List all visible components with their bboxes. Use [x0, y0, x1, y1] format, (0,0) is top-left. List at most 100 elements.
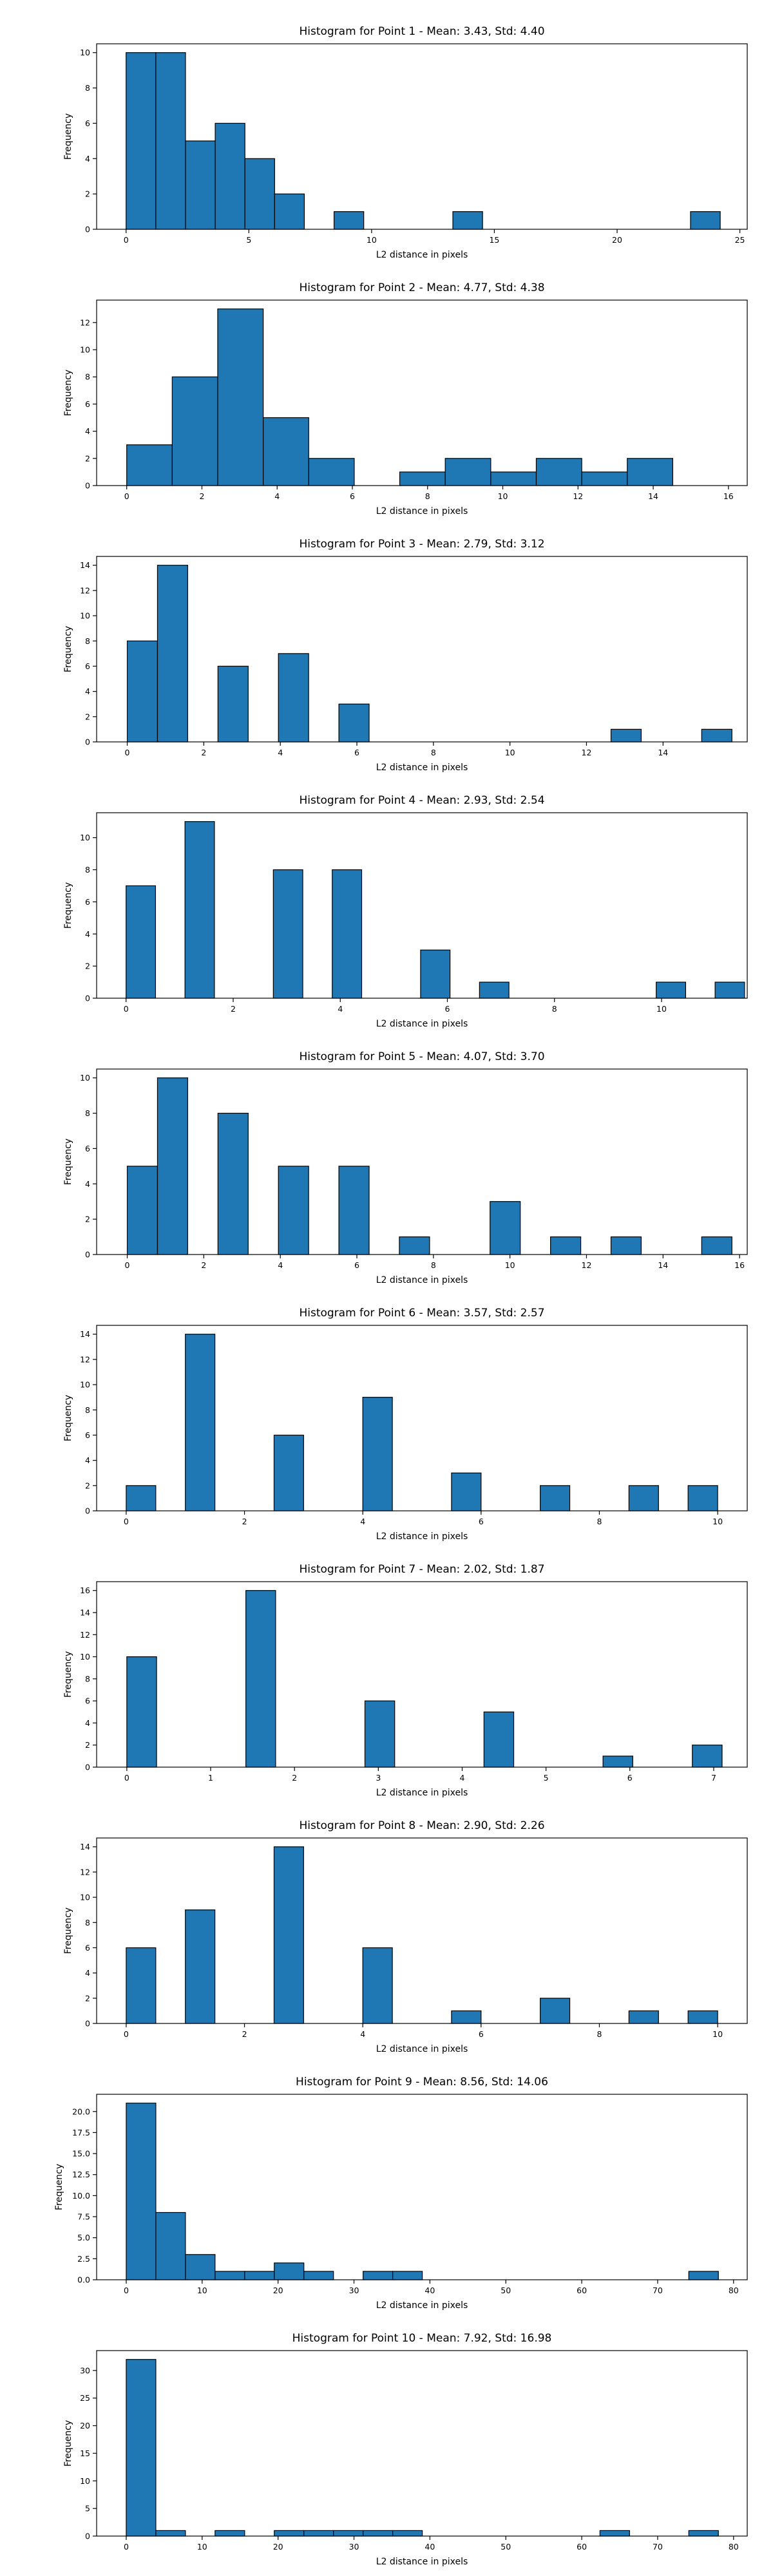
- y-tick-label: 25: [80, 2393, 90, 2403]
- x-tick-label: 12: [582, 1260, 592, 1270]
- histogram-bar: [263, 417, 309, 486]
- x-tick-label: 6: [354, 748, 359, 757]
- x-axis-label: L2 distance in pixels: [376, 1275, 468, 1285]
- histogram-bar: [364, 1700, 396, 1768]
- histogram-bar: [701, 1236, 732, 1255]
- y-tick-label: 8: [85, 372, 90, 382]
- x-tick-label: 20: [612, 235, 622, 245]
- y-tick-label: 0: [85, 737, 90, 747]
- x-tick-label: 0: [124, 1004, 129, 1014]
- x-tick-label: 4: [360, 1517, 365, 1526]
- x-tick-label: 70: [653, 2542, 663, 2552]
- chart-title: Histogram for Point 4 - Mean: 2.93, Std:…: [299, 794, 544, 807]
- y-tick-label: 20: [80, 2421, 90, 2430]
- histogram-bar: [185, 1909, 216, 2024]
- y-tick-label: 16: [80, 1586, 90, 1595]
- x-tick-label: 4: [278, 748, 283, 757]
- y-tick-label: 4: [85, 929, 90, 939]
- histogram-bar: [363, 2271, 394, 2280]
- plot-frame: [96, 1837, 748, 2024]
- x-tick-label: 12: [573, 491, 583, 501]
- y-tick-label: 17.5: [72, 2128, 90, 2137]
- y-axis-label: Frequency: [63, 1395, 73, 1441]
- histogram-panel: Histogram for Point 7 - Mean: 2.02, Std:…: [63, 1563, 748, 1798]
- y-tick-label: 6: [85, 1430, 90, 1440]
- x-tick-label: 0: [124, 1517, 129, 1526]
- histogram-bar: [490, 1201, 521, 1255]
- x-axis-label: L2 distance in pixels: [376, 506, 468, 516]
- x-tick-label: 3: [376, 1773, 381, 1783]
- x-tick-label: 10: [712, 1517, 723, 1526]
- chart-title: Histogram for Point 3 - Mean: 2.79, Std:…: [299, 538, 544, 551]
- plot-frame: [96, 2094, 748, 2280]
- x-tick-label: 10: [197, 2542, 207, 2552]
- histogram-bar: [599, 2530, 630, 2537]
- x-tick-label: 6: [354, 1260, 359, 1270]
- histogram-bar: [126, 2103, 157, 2280]
- y-tick-label: 7.5: [77, 2212, 90, 2222]
- y-tick-label: 5: [85, 2504, 90, 2514]
- y-tick-label: 0: [85, 2532, 90, 2541]
- y-tick-label: 8: [85, 636, 90, 646]
- x-tick-label: 8: [596, 2029, 602, 2039]
- histogram-bar: [332, 869, 363, 999]
- x-tick-label: 10: [498, 491, 508, 501]
- chart-title: Histogram for Point 9 - Mean: 8.56, Std:…: [296, 2076, 548, 2088]
- y-tick-label: 4: [85, 154, 90, 164]
- y-tick-label: 6: [85, 1943, 90, 1953]
- x-tick-label: 6: [479, 2029, 484, 2039]
- x-tick-label: 40: [425, 2286, 435, 2295]
- y-axis-label: Frequency: [63, 882, 73, 929]
- histogram-bar: [157, 565, 189, 743]
- x-tick-label: 70: [653, 2286, 663, 2295]
- y-tick-label: 6: [85, 1144, 90, 1153]
- chart-title: Histogram for Point 7 - Mean: 2.02, Std:…: [299, 1563, 544, 1576]
- x-tick-label: 30: [349, 2286, 359, 2295]
- x-tick-label: 16: [723, 491, 734, 501]
- y-tick-label: 6: [85, 1696, 90, 1706]
- y-axis-label: Frequency: [63, 626, 73, 672]
- histogram-bar: [303, 2271, 334, 2280]
- histogram-bar: [392, 2530, 423, 2537]
- histogram-bar: [184, 821, 215, 999]
- histogram-bar: [303, 2530, 334, 2537]
- x-tick-label: 60: [577, 2286, 587, 2295]
- y-axis-label: Frequency: [63, 1908, 73, 1954]
- y-tick-label: 10: [80, 1380, 90, 1390]
- histogram-panel: Histogram for Point 1 - Mean: 3.43, Std:…: [63, 25, 748, 260]
- chart-title: Histogram for Point 5 - Mean: 4.07, Std:…: [299, 1050, 544, 1063]
- histogram-bar: [278, 653, 309, 743]
- x-tick-label: 80: [729, 2286, 739, 2295]
- histogram-bar: [483, 1711, 515, 1768]
- histogram-bar: [273, 1846, 304, 2024]
- y-tick-label: 4: [85, 687, 90, 696]
- histogram-bar: [628, 1485, 659, 1511]
- x-tick-label: 4: [274, 491, 280, 501]
- y-tick-label: 0: [85, 1506, 90, 1516]
- histogram-bar: [540, 1485, 571, 1511]
- y-tick-label: 12.5: [72, 2170, 90, 2179]
- y-tick-label: 4: [85, 1968, 90, 1978]
- y-tick-label: 10: [80, 345, 90, 355]
- y-axis-label: Frequency: [63, 2420, 73, 2467]
- plot-frame: [96, 1325, 748, 1511]
- histogram-bar: [126, 52, 157, 230]
- x-axis-label: L2 distance in pixels: [376, 762, 468, 773]
- y-tick-label: 20.0: [72, 2107, 90, 2116]
- y-tick-label: 4: [85, 1455, 90, 1465]
- histogram-bar: [338, 703, 370, 743]
- x-tick-label: 2: [199, 491, 204, 501]
- y-tick-label: 8: [85, 1918, 90, 1927]
- histogram-bar: [687, 1485, 718, 1511]
- x-tick-label: 5: [246, 235, 251, 245]
- histogram-bar: [274, 2262, 305, 2280]
- histogram-bar: [126, 885, 157, 999]
- histogram-bar: [185, 2254, 216, 2280]
- x-axis-label: L2 distance in pixels: [376, 2300, 468, 2311]
- histogram-bar: [627, 458, 674, 486]
- histogram-bar: [701, 728, 732, 743]
- x-tick-label: 10: [656, 1004, 667, 1014]
- y-tick-label: 4: [85, 426, 90, 436]
- histogram-bar: [690, 211, 721, 230]
- chart-title: Histogram for Point 2 - Mean: 4.77, Std:…: [299, 281, 544, 294]
